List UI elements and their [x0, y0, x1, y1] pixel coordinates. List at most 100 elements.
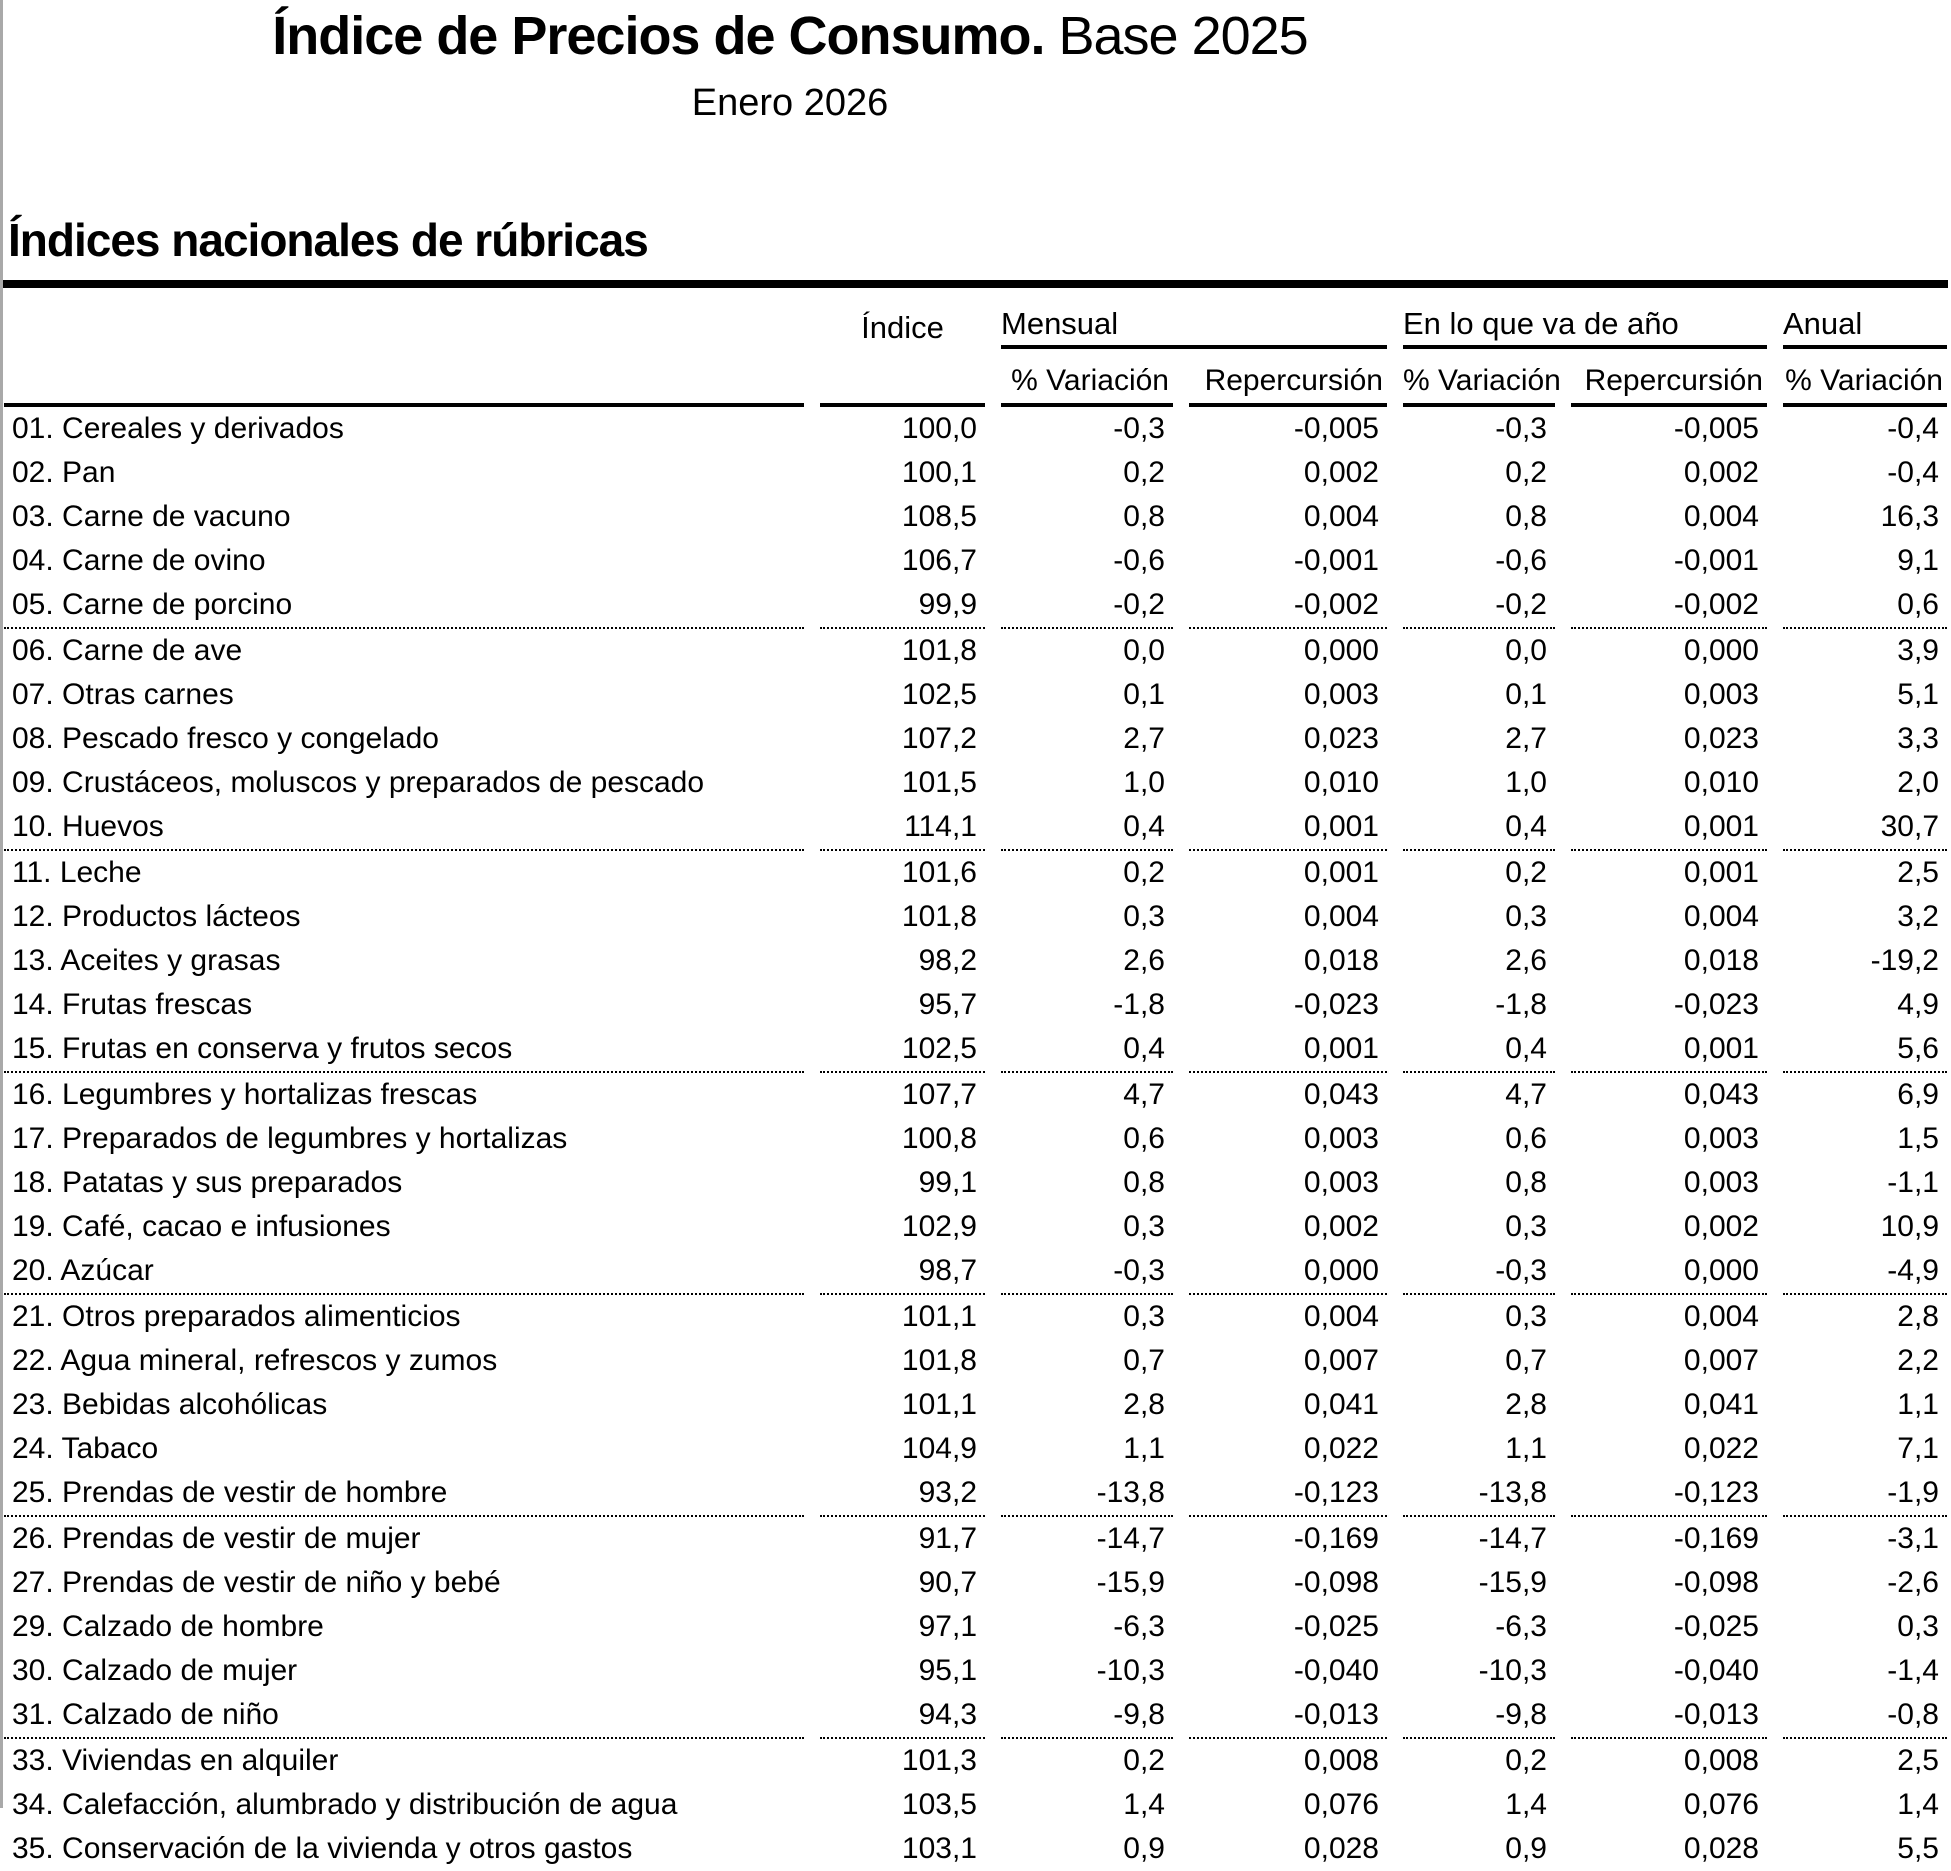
- cell-anual-variacion: 5,5: [1897, 1832, 1939, 1866]
- cell-anual-variacion: 5,6: [1783, 1027, 1947, 1074]
- cell-mensual-repercusion: 0,010: [1303, 766, 1379, 800]
- cell-mensual-variacion: 0,1: [1123, 678, 1165, 712]
- cell-mensual-variacion: 2,7: [1123, 722, 1165, 756]
- cell-indice: 101,1: [901, 1388, 977, 1422]
- cell-ytd-variacion: 1,0: [1505, 766, 1547, 800]
- cell-ytd-variacion: 0,2: [1505, 456, 1547, 490]
- row-label: 06. Carne de ave: [12, 634, 243, 668]
- cell-anual-variacion: -0,8: [1783, 1693, 1947, 1740]
- cell-ytd-variacion: 0,0: [1505, 634, 1547, 668]
- cell-mensual-variacion: -10,3: [1096, 1654, 1165, 1688]
- cell-ytd-repercusion: 0,002: [1683, 456, 1759, 490]
- table-row: 14. Frutas frescas 95,7 -1,8 -0,023 -1,8 -0,0…: [4, 983, 1947, 1027]
- cell-indice: 103,5: [901, 1788, 977, 1822]
- cell-ytd-variacion: -6,3: [1495, 1610, 1547, 1644]
- row-label: 16. Legumbres y hortalizas frescas: [12, 1078, 478, 1112]
- table-row: 24. Tabaco 104,9 1,1 0,022 1,1 0,022 7,1: [4, 1427, 1947, 1471]
- header-rule: [0, 280, 1948, 289]
- cell-anual-variacion: -1,1: [1887, 1166, 1939, 1200]
- cell-mensual-variacion: 0,4: [1001, 805, 1173, 852]
- cell-ytd-repercusion: 0,000: [1683, 634, 1759, 668]
- table-row: 19. Café, cacao e infusiones 102,9 0,3 0,00…: [4, 1205, 1947, 1249]
- table-row: 18. Patatas y sus preparados 99,1 0,8 0,003…: [4, 1161, 1947, 1205]
- cell-mensual-variacion: 0,7: [1123, 1344, 1165, 1378]
- cell-indice: 94,3: [820, 1693, 985, 1740]
- page-edge-line: [0, 0, 3, 1808]
- column-subheader-row: % Variación Repercursión % Variación Rep…: [4, 349, 1947, 408]
- cell-anual-variacion: -3,1: [1887, 1522, 1939, 1556]
- cell-ytd-repercusion: 0,028: [1683, 1832, 1759, 1866]
- cell-indice: 99,1: [918, 1166, 977, 1200]
- cell-ytd-variacion: 0,6: [1505, 1122, 1547, 1156]
- cell-anual-variacion: 16,3: [1880, 500, 1939, 534]
- row-label: 30. Calzado de mujer: [12, 1654, 298, 1688]
- row-label: 02. Pan: [12, 456, 116, 490]
- cell-ytd-repercusion: 0,003: [1683, 1166, 1759, 1200]
- cell-ytd-variacion: -0,3: [1403, 1249, 1555, 1296]
- cell-ytd-repercusion: 0,076: [1683, 1788, 1759, 1822]
- cell-mensual-variacion: -0,2: [1001, 583, 1173, 630]
- table-row: 05. Carne de porcino 99,9 -0,2 -0,002 -0,2 -0…: [4, 583, 1947, 630]
- cell-indice: 106,7: [901, 544, 977, 578]
- cell-mensual-repercusion: -0,098: [1293, 1566, 1379, 1600]
- cell-ytd-repercusion: 0,000: [1571, 1249, 1767, 1296]
- cell-mensual-variacion: 0,3: [1123, 1300, 1165, 1334]
- empty-subheader-indice: [820, 349, 985, 408]
- cell-ytd-variacion: 0,7: [1505, 1344, 1547, 1378]
- table-row: 15. Frutas en conserva y frutos secos 102…: [4, 1027, 1947, 1074]
- cell-mensual-repercusion: 0,003: [1303, 678, 1379, 712]
- cell-mensual-repercusion: 0,002: [1303, 456, 1379, 490]
- row-label: 01. Cereales y derivados: [12, 412, 344, 446]
- col-header-anual: Anual: [1783, 288, 1947, 350]
- cell-mensual-repercusion: 0,001: [1303, 856, 1379, 890]
- cell-mensual-variacion: 2,8: [1123, 1388, 1165, 1422]
- table-row: 25. Prendas de vestir de hombre 93,2 -13,8…: [4, 1471, 1947, 1518]
- cell-mensual-repercusion: -0,013: [1189, 1693, 1387, 1740]
- cell-mensual-variacion: -0,3: [1001, 1249, 1173, 1296]
- cell-ytd-variacion: 0,1: [1505, 678, 1547, 712]
- cell-ytd-repercusion: 0,004: [1683, 900, 1759, 934]
- cell-mensual-repercusion: 0,004: [1303, 500, 1379, 534]
- empty-label-header: [4, 288, 804, 349]
- cell-ytd-repercusion: 0,004: [1683, 1300, 1759, 1334]
- page-subtitle: Enero 2026: [691, 82, 889, 125]
- subheader-ytd-repercusion: Repercursión: [1571, 349, 1767, 408]
- cell-anual-variacion: -2,6: [1887, 1566, 1939, 1600]
- table-row: 30. Calzado de mujer 95,1 -10,3 -0,040 -10,3…: [4, 1649, 1947, 1693]
- cell-anual-variacion: 1,4: [1897, 1788, 1939, 1822]
- cell-mensual-variacion: -1,8: [1113, 988, 1165, 1022]
- table-row: 11. Leche 101,6 0,2 0,001 0,2 0,001 2,5: [4, 851, 1947, 895]
- cell-ytd-repercusion: -0,023: [1673, 988, 1759, 1022]
- cell-ytd-variacion: 0,8: [1505, 1166, 1547, 1200]
- cell-ytd-variacion: -15,9: [1478, 1566, 1547, 1600]
- cell-ytd-variacion: -0,3: [1495, 412, 1547, 446]
- table-row: 22. Agua mineral, refrescos y zumos 101,8…: [4, 1339, 1947, 1383]
- cell-anual-variacion: 1,1: [1897, 1388, 1939, 1422]
- cell-ytd-repercusion: 0,002: [1683, 1210, 1759, 1244]
- cell-anual-variacion: 4,9: [1897, 988, 1939, 1022]
- cell-indice: 102,5: [820, 1027, 985, 1074]
- cell-ytd-variacion: 0,4: [1403, 805, 1555, 852]
- cell-ytd-variacion: -13,8: [1403, 1471, 1555, 1518]
- cell-mensual-repercusion: 0,001: [1189, 1027, 1387, 1074]
- cell-mensual-repercusion: 0,018: [1303, 944, 1379, 978]
- section-title: Índices nacionales de rúbricas: [8, 214, 649, 267]
- cell-ytd-variacion: 4,7: [1505, 1078, 1547, 1112]
- table-row: 34. Calefacción, alumbrado y distribució…: [4, 1783, 1947, 1827]
- cell-ytd-variacion: -0,6: [1495, 544, 1547, 578]
- subheader-mensual-repercusion: Repercursión: [1189, 349, 1387, 408]
- row-label: 17. Preparados de legumbres y hortalizas: [12, 1122, 568, 1156]
- cell-mensual-variacion: 1,4: [1123, 1788, 1165, 1822]
- cell-indice: 99,9: [820, 583, 985, 630]
- cell-ytd-variacion: 2,6: [1505, 944, 1547, 978]
- cell-ytd-repercusion: -0,002: [1571, 583, 1767, 630]
- cell-mensual-repercusion: -0,040: [1293, 1654, 1379, 1688]
- cell-anual-variacion: 0,3: [1897, 1610, 1939, 1644]
- col-header-indice: Índice: [861, 310, 944, 346]
- cell-ytd-variacion: 0,2: [1505, 1744, 1547, 1778]
- cell-mensual-variacion: 0,9: [1123, 1832, 1165, 1866]
- cell-anual-variacion: 3,2: [1897, 900, 1939, 934]
- cell-ytd-variacion: 1,1: [1505, 1432, 1547, 1466]
- cell-mensual-variacion: 0,2: [1123, 1744, 1165, 1778]
